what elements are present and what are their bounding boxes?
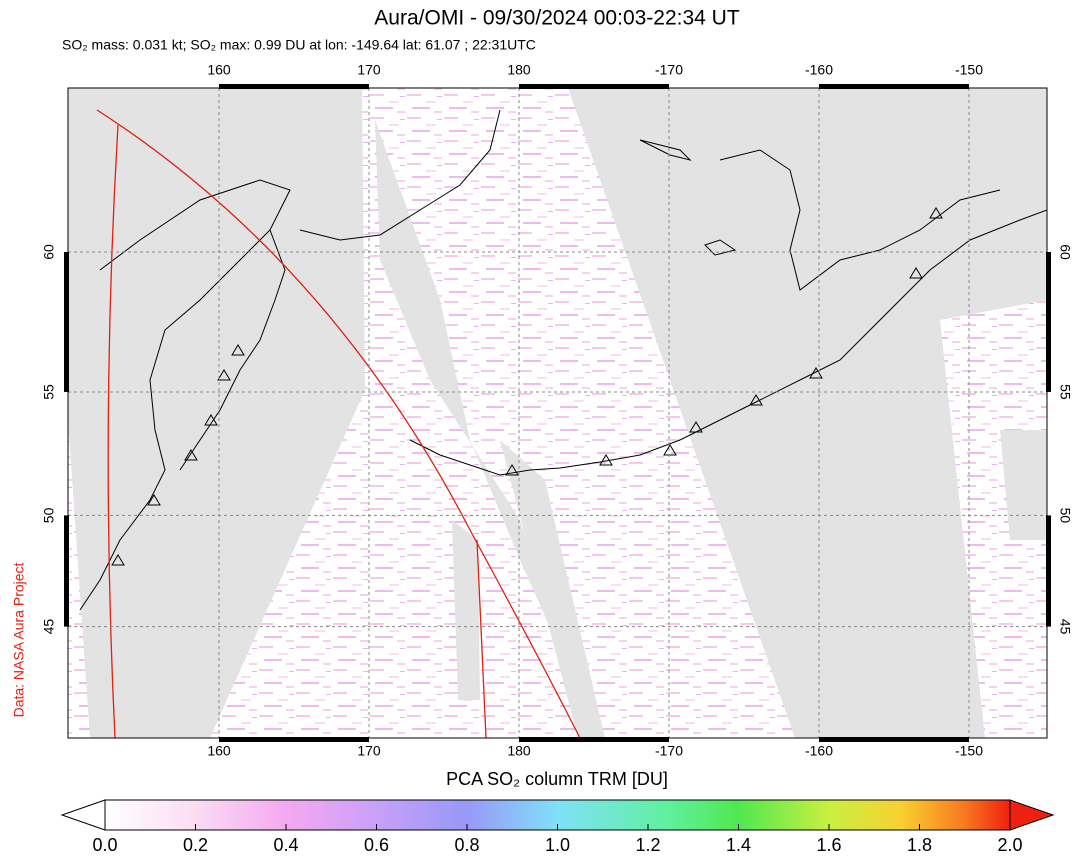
colorbar-tick-label: 1.0 [545,835,570,855]
colorbar-tick-label: 0.6 [364,835,389,855]
lon-label-top: 170 [357,62,381,78]
lon-label-top: -170 [655,62,683,78]
orbit-bounds [96,109,581,738]
coastline-aleutians-alaska [409,209,1047,476]
lat-label-left: 50 [41,507,57,523]
coastline-alaska-west [719,149,1001,291]
colorbar-ticks: 0.0 0.2 0.4 0.6 0.8 1.0 1.2 1.4 1.6 1.8 2.0 [92,824,1023,855]
lon-label-top: 160 [207,62,231,78]
coastline-chukotka [299,109,501,241]
lat-label-left: 60 [41,244,57,260]
coastline-kamchatka-east [179,229,286,471]
no-data-region [1000,430,1047,540]
lon-label-bottom: -170 [655,743,683,759]
volcano-markers [111,207,943,566]
lon-label-bottom: -160 [805,743,833,759]
volcano-triangles [111,207,943,566]
colorbar-label: PCA SO₂ column TRM [DU] [446,769,668,789]
credit: Data: NASA Aura Project [11,562,27,717]
no-data-region [568,88,1047,738]
frame-bar [819,84,969,89]
colorbar-under [60,799,106,831]
lon-label-bottom: 170 [357,743,381,759]
colorbar-tick-label: 0.0 [92,835,117,855]
colorbar-tick-label: 1.2 [635,835,660,855]
lat-label-right: 50 [1057,508,1072,524]
colorbar-tick-label: 1.4 [726,835,751,855]
colorbar-tick-label: 0.2 [183,835,208,855]
lat-label-left: 45 [41,619,57,635]
frame-bar [819,737,969,742]
colorbar-tick-label: 0.8 [454,835,479,855]
frame-bar [64,515,69,627]
no-data-region [68,88,365,738]
lat-label-right: 60 [1057,244,1072,260]
frame-bar [519,737,669,742]
frame-bar [219,84,369,89]
lon-label-top: 180 [507,62,531,78]
orbit-edge [96,109,581,738]
lat-label-left: 55 [41,384,57,400]
graticule [68,88,1047,738]
orbit-edge [107,124,119,738]
subtitle: SO₂ mass: 0.031 kt; SO₂ max: 0.99 DU at … [62,37,536,53]
colorbar-tick-label: 1.6 [816,835,841,855]
colorbar-tick-label: 1.8 [907,835,932,855]
orbit-edge [476,539,487,738]
frame-bar [519,84,669,89]
coastline-island [639,139,692,161]
frame-bar [1046,252,1051,392]
lon-label-top: -160 [805,62,833,78]
no-data-region [452,520,480,700]
frame-bar [1046,515,1051,627]
colorbar-tick-label: 2.0 [997,835,1022,855]
no-data-region [500,440,605,738]
lat-label-right: 55 [1057,384,1072,400]
colorbar-over [1009,799,1055,831]
lon-label-bottom: 160 [207,743,231,759]
lon-label-bottom: -150 [955,743,983,759]
lon-label-top: -150 [955,62,983,78]
frame-bar [64,252,69,392]
map-area [68,88,1047,738]
coastline-kamchatka [79,179,291,611]
title: Aura/OMI - 09/30/2024 00:03-22:34 UT [374,7,740,30]
colorbar-tick-label: 0.4 [273,835,298,855]
frame-ticks: 160 160 170 170 180 180 -170 -170 -160 -160 -150 -1… [41,62,1072,759]
lat-label-right: 45 [1057,619,1072,635]
lon-label-bottom: 180 [507,743,531,759]
frame-bar [219,737,369,742]
coastlines [79,109,1047,611]
no-data-region [375,120,560,650]
